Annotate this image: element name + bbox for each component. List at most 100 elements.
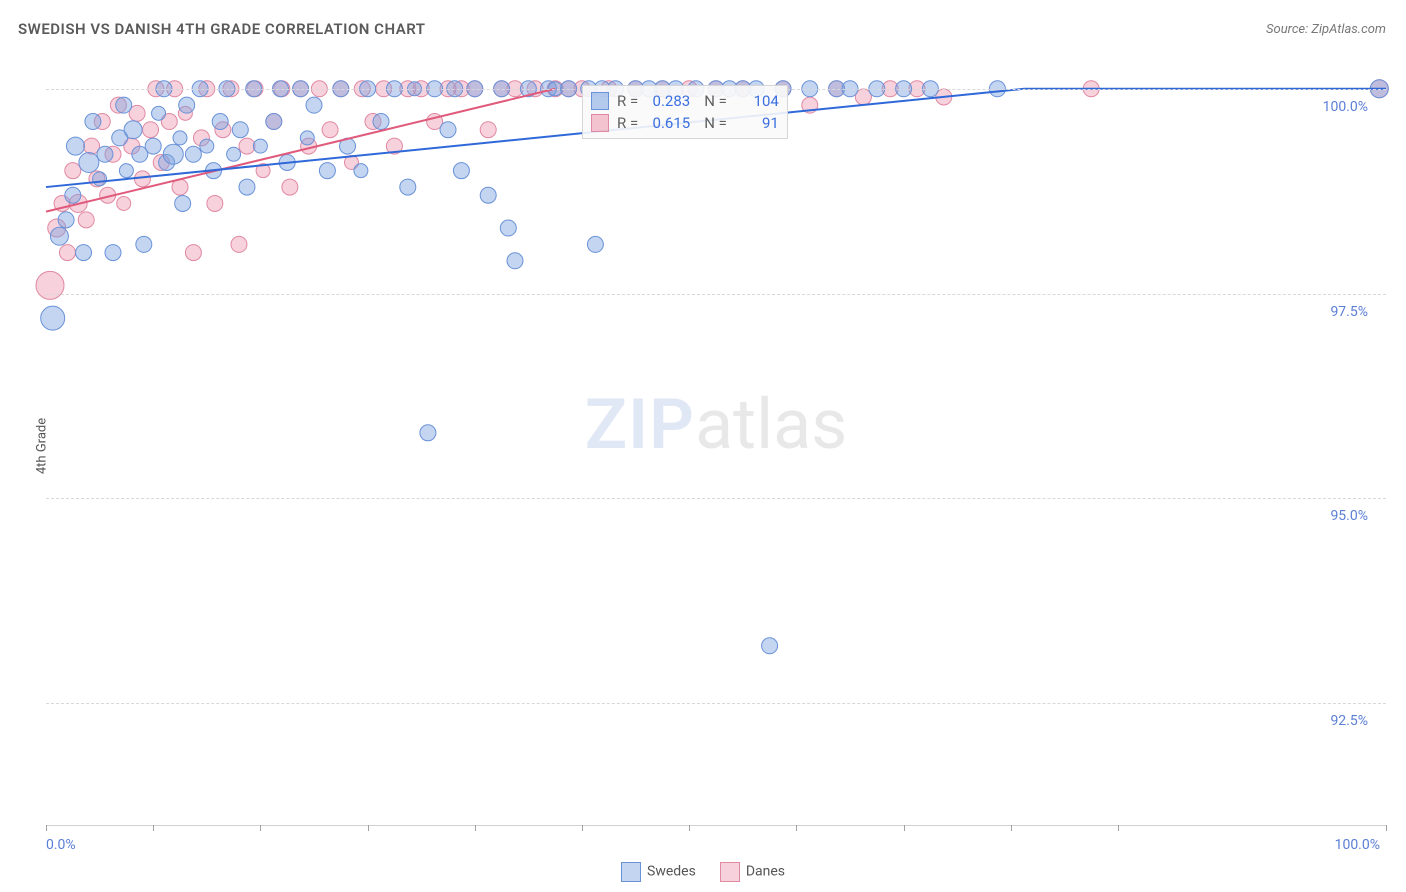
data-point xyxy=(93,172,107,186)
stat-r-value: 0.615 xyxy=(646,114,690,132)
data-point xyxy=(65,187,81,203)
data-point xyxy=(420,425,436,441)
data-point xyxy=(453,163,469,179)
x-axis-max-label: 100.0% xyxy=(1335,837,1380,853)
stat-n-value: 104 xyxy=(735,92,779,110)
data-point xyxy=(124,121,142,139)
data-point xyxy=(507,253,523,269)
data-point xyxy=(143,122,159,138)
plot-area: ZIPatlas 0.0% 100.0% 92.5%95.0%97.5%100.… xyxy=(46,56,1386,826)
stat-row: R = 0.283 N = 104 xyxy=(591,90,779,112)
legend: Swedes Danes xyxy=(621,862,785,882)
correlation-stat-box: R = 0.283 N = 104 R = 0.615 N = 91 xyxy=(582,85,788,139)
data-point xyxy=(105,245,121,261)
data-point xyxy=(136,236,152,252)
gridline xyxy=(46,703,1386,704)
data-point xyxy=(232,122,248,138)
data-point xyxy=(480,187,496,203)
stat-r-label: R = xyxy=(617,114,638,132)
data-point xyxy=(253,139,267,153)
data-point xyxy=(200,139,214,153)
stat-swatch xyxy=(591,114,609,132)
x-tick xyxy=(1118,825,1119,831)
x-tick xyxy=(689,825,690,831)
x-tick xyxy=(475,825,476,831)
stat-row: R = 0.615 N = 91 xyxy=(591,112,779,134)
data-point xyxy=(354,164,368,178)
data-point xyxy=(119,164,133,178)
data-point xyxy=(239,179,255,195)
stat-swatch xyxy=(591,92,609,110)
gridline xyxy=(46,294,1386,295)
data-point xyxy=(207,195,223,211)
x-tick xyxy=(153,825,154,831)
stat-n-value: 91 xyxy=(735,114,779,132)
x-tick xyxy=(1386,825,1387,831)
legend-item-swedes: Swedes xyxy=(621,862,696,882)
data-point xyxy=(65,163,81,179)
data-point xyxy=(587,236,603,252)
data-point xyxy=(41,306,65,330)
data-point xyxy=(59,245,75,261)
stat-r-label: R = xyxy=(617,92,638,110)
data-point xyxy=(440,122,456,138)
data-point xyxy=(36,271,64,299)
data-point xyxy=(163,144,183,164)
data-point xyxy=(373,114,389,130)
x-tick xyxy=(46,825,47,831)
data-point xyxy=(85,114,101,130)
legend-swatch-danes xyxy=(720,862,740,882)
x-tick xyxy=(582,825,583,831)
data-point xyxy=(400,179,416,195)
y-tick-label: 95.0% xyxy=(1330,508,1368,524)
data-point xyxy=(300,131,314,145)
data-point xyxy=(58,212,74,228)
data-point xyxy=(322,122,338,138)
data-point xyxy=(185,146,201,162)
data-point xyxy=(212,114,228,130)
gridline xyxy=(46,498,1386,499)
data-point xyxy=(179,97,195,113)
data-point xyxy=(762,638,778,654)
data-point xyxy=(173,131,187,145)
data-point xyxy=(480,122,496,138)
data-point xyxy=(282,179,298,195)
data-point xyxy=(50,227,68,245)
data-point xyxy=(319,163,335,179)
x-tick xyxy=(904,825,905,831)
stat-r-value: 0.283 xyxy=(646,92,690,110)
legend-item-danes: Danes xyxy=(720,862,785,882)
data-point xyxy=(175,195,191,211)
x-axis-min-label: 0.0% xyxy=(46,837,76,853)
stat-n-label: N = xyxy=(704,114,727,132)
legend-swatch-swedes xyxy=(621,862,641,882)
data-point xyxy=(231,236,247,252)
x-tick xyxy=(796,825,797,831)
stat-n-label: N = xyxy=(704,92,727,110)
data-point xyxy=(117,196,131,210)
source-attribution: Source: ZipAtlas.com xyxy=(1266,22,1386,37)
y-tick-label: 97.5% xyxy=(1330,304,1368,320)
data-point xyxy=(185,245,201,261)
y-tick-label: 92.5% xyxy=(1330,713,1368,729)
data-point xyxy=(239,138,255,154)
data-point xyxy=(227,147,241,161)
x-tick xyxy=(1011,825,1012,831)
chart-title: SWEDISH VS DANISH 4TH GRADE CORRELATION … xyxy=(18,20,426,38)
x-tick xyxy=(260,825,261,831)
data-point xyxy=(500,220,516,236)
x-tick xyxy=(368,825,369,831)
y-tick-label: 100.0% xyxy=(1323,99,1368,115)
data-point xyxy=(266,114,282,130)
data-point xyxy=(145,138,161,154)
data-point xyxy=(66,137,84,155)
data-point xyxy=(97,146,113,162)
data-point xyxy=(79,152,99,172)
plot-svg xyxy=(46,56,1386,825)
legend-label-danes: Danes xyxy=(746,864,785,880)
data-point xyxy=(306,97,322,113)
data-point xyxy=(78,212,94,228)
data-point xyxy=(116,97,132,113)
data-point xyxy=(76,245,92,261)
data-point xyxy=(152,106,166,120)
